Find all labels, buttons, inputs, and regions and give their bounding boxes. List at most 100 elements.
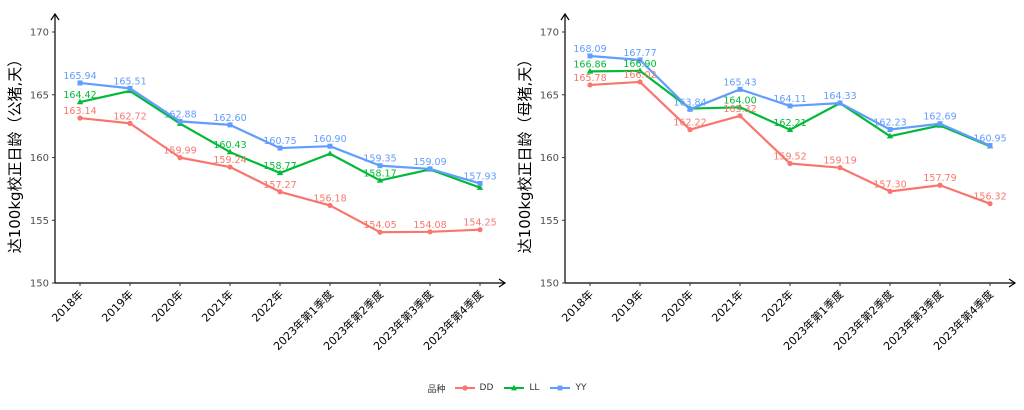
data-label-yy: 162.23 xyxy=(873,118,906,129)
y-tick-label: 160 xyxy=(540,153,559,164)
point-yy xyxy=(77,80,83,86)
x-axis-arrow xyxy=(1008,278,1017,288)
point-dd xyxy=(127,120,133,126)
data-label-dd: 159.52 xyxy=(773,152,806,163)
legend-title: 品种 xyxy=(427,384,446,395)
y-tick-label: 165 xyxy=(30,90,49,101)
data-label-dd: 157.30 xyxy=(873,179,906,190)
point-dd xyxy=(227,164,233,170)
data-label-yy: 160.75 xyxy=(263,136,296,147)
data-label-ll: 158.77 xyxy=(263,161,296,172)
point-dd xyxy=(787,160,793,167)
legend-label-yy: YY xyxy=(575,383,587,393)
x-tick-label: 2021年 xyxy=(709,287,746,324)
point-yy xyxy=(427,166,433,172)
point-dd xyxy=(887,188,893,194)
charts-canvas: 150 155 160 165 170 达100kg校正日龄（公猪,天） 2018年 2019… xyxy=(6,12,1017,353)
point-yy xyxy=(377,163,383,169)
point-dd xyxy=(987,201,993,207)
point-ll xyxy=(886,132,894,139)
x-tick-label: 2022年 xyxy=(249,287,286,324)
point-dd xyxy=(277,189,283,195)
x-tick-label: 2018年 xyxy=(559,287,596,324)
data-label-yy: 165.51 xyxy=(113,76,146,87)
point-dd xyxy=(637,79,643,85)
point-ll xyxy=(376,177,384,183)
data-label-dd: 156.18 xyxy=(313,193,346,204)
y-tick-label: 170 xyxy=(540,28,559,39)
point-yy xyxy=(177,118,183,124)
point-dd xyxy=(177,155,183,161)
point-dd xyxy=(477,227,483,233)
data-label-dd: 159.24 xyxy=(213,155,246,166)
y-tick-label: 155 xyxy=(30,216,49,227)
series-line-ll xyxy=(589,69,991,148)
legend: 品种 DD LL YY xyxy=(0,378,1024,398)
x-tick-label: 2019年 xyxy=(99,287,136,324)
point-yy xyxy=(937,121,943,127)
data-label-yy: 164.11 xyxy=(773,94,806,105)
point-ll xyxy=(76,98,84,105)
point-yy xyxy=(787,103,793,109)
data-label-yy: 159.35 xyxy=(363,154,396,165)
data-label-yy: 160.95 xyxy=(973,134,1006,145)
x-tick-label: 2022年 xyxy=(759,287,796,324)
x-tick-label: 2020年 xyxy=(149,287,186,324)
point-ll xyxy=(226,148,234,155)
point-yy xyxy=(477,180,483,186)
point-ll xyxy=(276,169,284,176)
y-axis-arrow xyxy=(560,12,570,21)
data-label-dd: 159.19 xyxy=(823,156,856,167)
data-label-ll: 162.21 xyxy=(773,118,806,129)
data-label-dd: 165.78 xyxy=(573,73,606,84)
data-label-dd: 156.32 xyxy=(973,192,1006,203)
point-yy xyxy=(737,86,743,92)
data-label-dd: 162.22 xyxy=(673,118,706,129)
data-label-yy: 164.33 xyxy=(823,91,856,102)
data-label-ll: 160.43 xyxy=(213,140,246,151)
point-dd xyxy=(937,182,943,188)
point-yy xyxy=(127,85,133,91)
data-label-dd: 163.32 xyxy=(723,104,756,115)
data-label-yy: 168.09 xyxy=(573,44,606,55)
y-axis-arrow xyxy=(50,12,60,21)
point-dd xyxy=(327,202,333,209)
data-label-yy: 165.94 xyxy=(63,71,96,82)
data-label-yy: 162.60 xyxy=(213,113,246,124)
x-tick-label: 2019年 xyxy=(609,287,646,324)
y-axis-label: 达100kg校正日龄（母猪,天） xyxy=(516,52,534,254)
data-label-yy: 162.69 xyxy=(923,112,956,123)
data-label-yy: 162.88 xyxy=(163,109,196,120)
point-ll xyxy=(736,103,744,110)
point-dd xyxy=(77,115,83,121)
data-label-dd: 154.08 xyxy=(413,220,446,231)
data-label-ll: 164.00 xyxy=(723,95,756,106)
y-tick-label: 150 xyxy=(30,279,49,290)
point-yy xyxy=(327,143,333,149)
data-label-yy: 160.90 xyxy=(313,134,346,145)
point-yy xyxy=(587,53,593,59)
point-dd xyxy=(737,113,743,119)
data-label-dd: 166.02 xyxy=(623,70,656,81)
y-tick-label: 160 xyxy=(30,153,49,164)
data-label-yy: 157.93 xyxy=(463,171,496,182)
data-label-ll: 164.42 xyxy=(63,90,96,101)
data-label-dd: 163.14 xyxy=(63,106,96,117)
point-dd xyxy=(427,229,433,235)
legend-item-ll: LL xyxy=(503,382,539,394)
legend-key-yy xyxy=(550,385,571,391)
y-tick-label: 150 xyxy=(540,279,559,290)
point-yy xyxy=(637,57,643,63)
data-label-yy: 165.43 xyxy=(723,77,756,88)
y-tick-label: 170 xyxy=(30,28,49,39)
legend-label-dd: DD xyxy=(479,383,494,393)
legend-key-dd xyxy=(454,385,475,391)
x-tick-label: 2020年 xyxy=(659,287,696,324)
y-axis-label: 达100kg校正日龄（公猪,天） xyxy=(6,52,24,254)
point-ll xyxy=(326,150,334,156)
data-label-dd: 157.27 xyxy=(263,180,296,191)
point-yy xyxy=(887,127,893,133)
data-label-dd: 154.25 xyxy=(463,218,496,229)
data-label-dd: 162.72 xyxy=(113,111,146,122)
point-yy xyxy=(227,122,233,128)
